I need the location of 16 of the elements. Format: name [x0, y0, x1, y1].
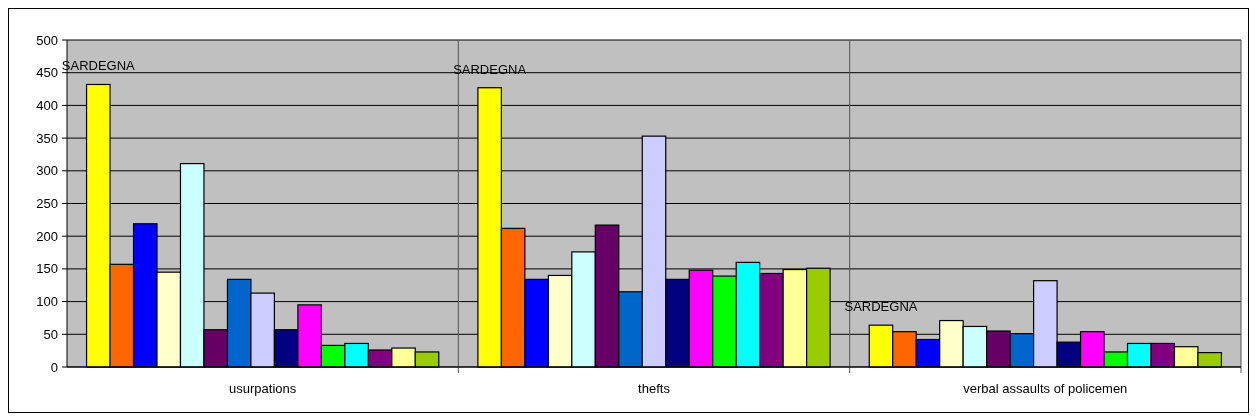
y-tick-label: 300 — [36, 163, 58, 179]
x-tick-label: usurpations — [229, 381, 297, 396]
x-tick-label: verbal assaults of policemen — [963, 381, 1128, 396]
y-tick-label: 350 — [36, 130, 58, 146]
y-tick-label: 150 — [36, 261, 58, 277]
y-tick-label: 250 — [36, 196, 58, 212]
y-tick-label: 50 — [43, 326, 58, 342]
y-tick-label: 400 — [36, 97, 58, 113]
y-tick-label: 200 — [36, 228, 58, 244]
x-tick-label: thefts — [638, 381, 671, 396]
annotation: SARDEGNA — [844, 299, 918, 315]
y-tick-label: 100 — [36, 294, 58, 310]
y-tick-label: 450 — [36, 65, 58, 81]
y-tick-label: 500 — [36, 32, 58, 48]
y-tick-label: 0 — [50, 359, 58, 375]
annotation: SARDEGNA — [61, 58, 136, 74]
